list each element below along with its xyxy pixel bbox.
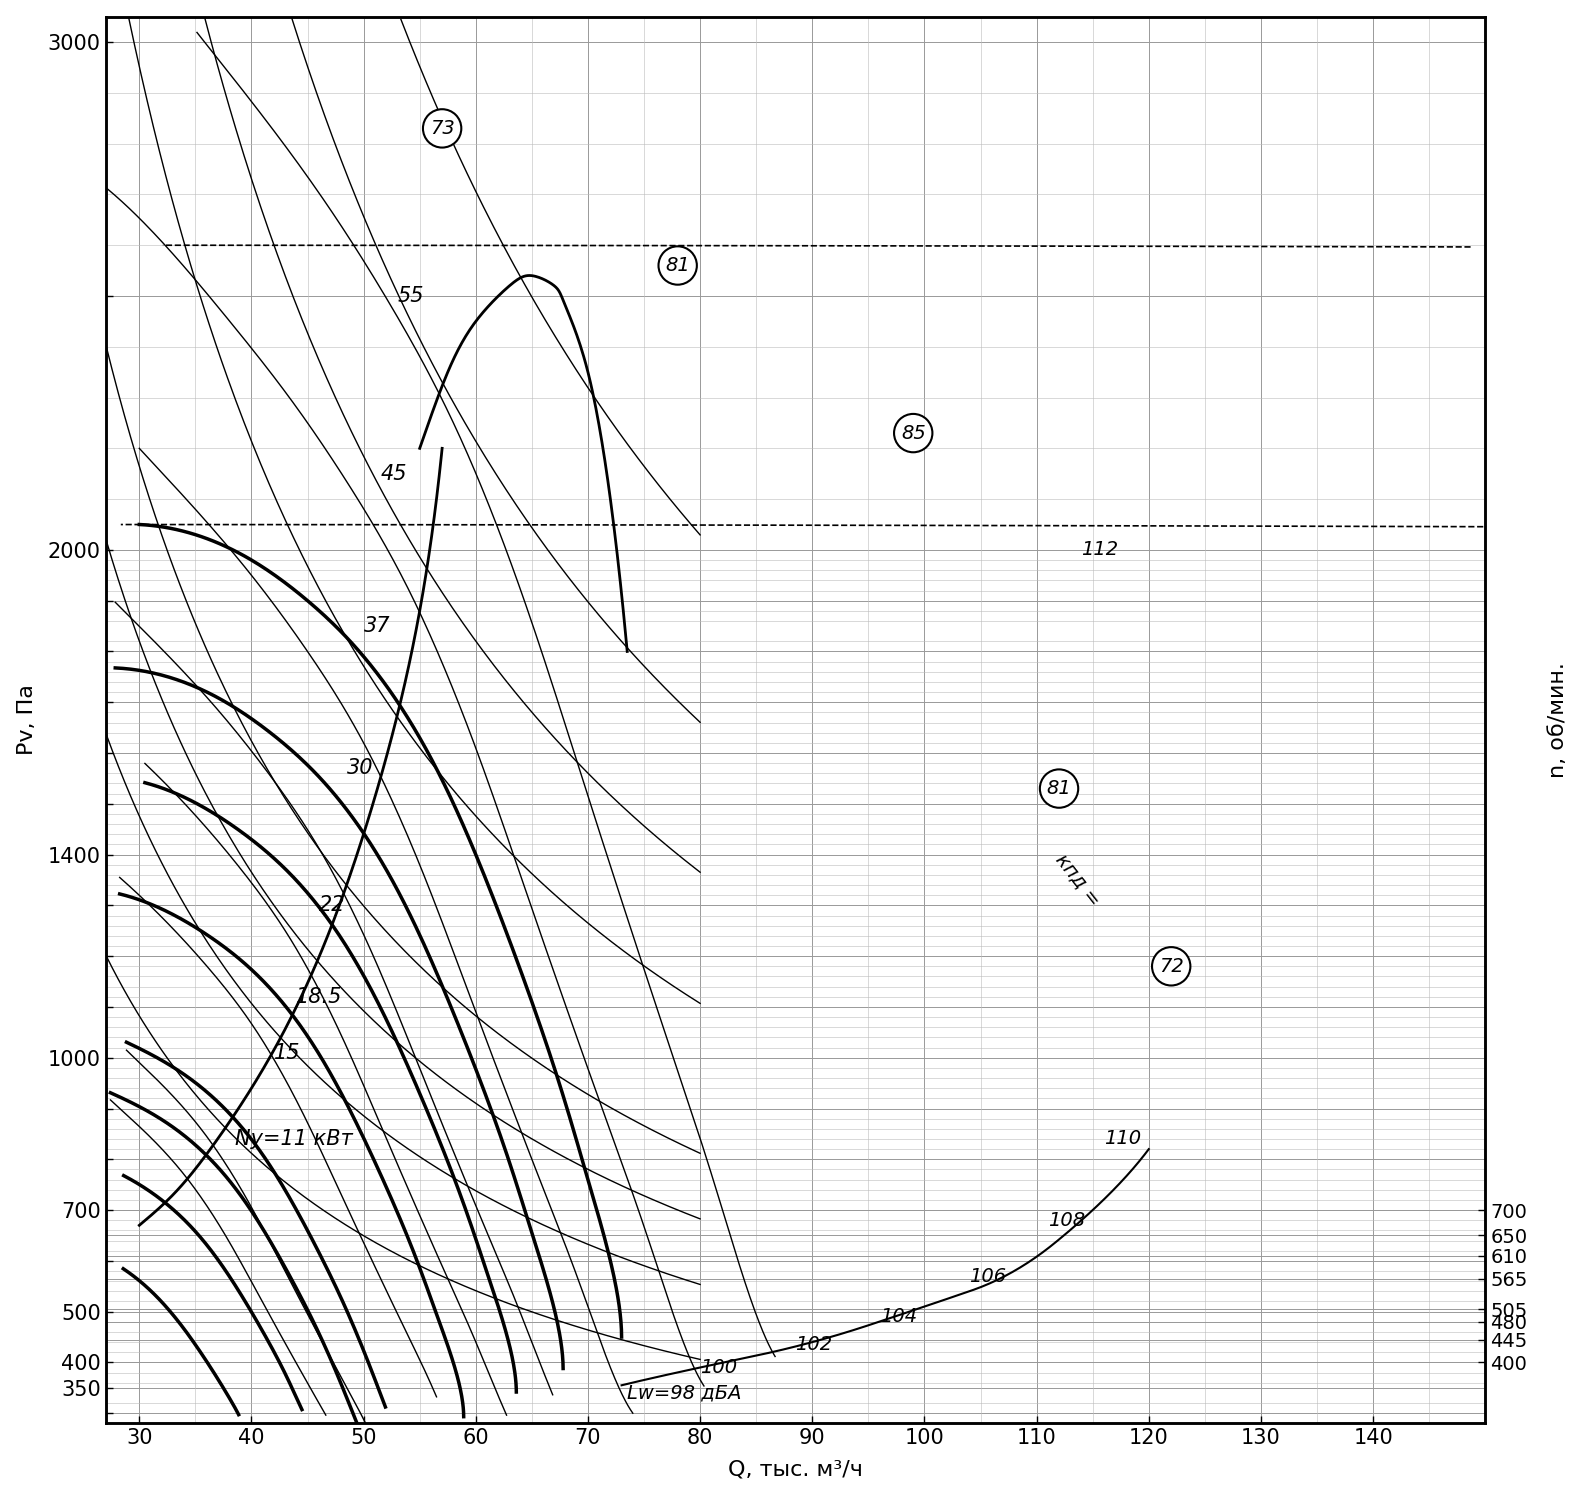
Text: 30: 30 — [347, 758, 374, 778]
Text: 106: 106 — [970, 1267, 1006, 1285]
Text: Ny=11 кВт: Ny=11 кВт — [235, 1129, 352, 1149]
Text: 85: 85 — [900, 423, 926, 443]
Y-axis label: n, об/мин.: n, об/мин. — [1549, 663, 1568, 778]
Text: 72: 72 — [1159, 957, 1184, 975]
Text: 18.5: 18.5 — [296, 987, 342, 1007]
Text: 100: 100 — [701, 1358, 737, 1376]
Text: 81: 81 — [1046, 779, 1071, 797]
Text: 15: 15 — [274, 1043, 301, 1062]
Text: Lw=98 дБА: Lw=98 дБА — [628, 1384, 742, 1402]
Text: 22: 22 — [319, 896, 346, 916]
Text: 112: 112 — [1081, 540, 1119, 560]
Text: 108: 108 — [1048, 1210, 1086, 1230]
Y-axis label: Pv, Па: Pv, Па — [17, 685, 36, 755]
Text: 81: 81 — [666, 256, 689, 275]
X-axis label: Q, тыс. м³/ч: Q, тыс. м³/ч — [728, 1459, 862, 1480]
Text: 55: 55 — [398, 286, 423, 307]
Text: 104: 104 — [880, 1308, 916, 1327]
Text: 37: 37 — [363, 616, 390, 636]
Text: 45: 45 — [380, 464, 407, 483]
Text: 110: 110 — [1103, 1129, 1141, 1149]
Text: 102: 102 — [796, 1334, 832, 1354]
Text: 73: 73 — [430, 118, 455, 138]
Text: кпд =: кпд = — [1051, 850, 1103, 910]
